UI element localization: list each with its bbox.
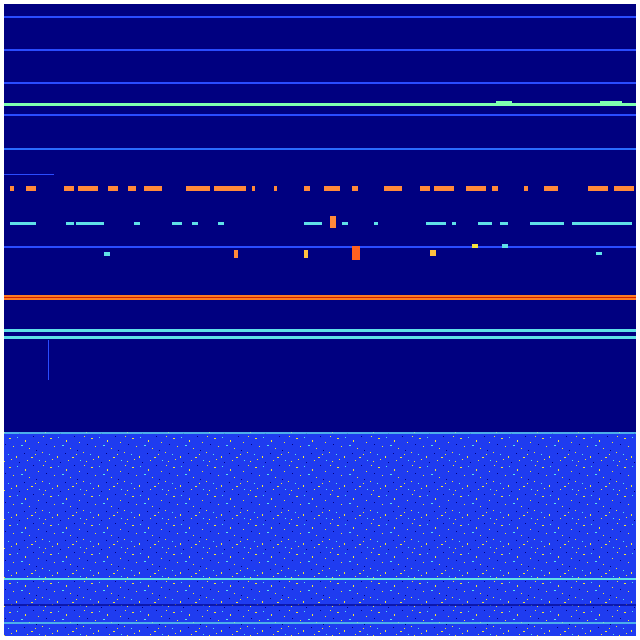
spot: [596, 252, 602, 255]
spot: [430, 250, 436, 256]
band: [4, 82, 636, 84]
dash: [384, 186, 402, 191]
band: [4, 297, 636, 298]
dash: [214, 186, 246, 191]
dash: [500, 222, 508, 225]
mid-bands: [4, 244, 636, 380]
dash: [128, 186, 136, 191]
band: [4, 174, 54, 175]
dash: [420, 186, 430, 191]
dash: [274, 186, 277, 191]
band: [4, 103, 636, 106]
spot: [352, 246, 360, 260]
dash: [186, 186, 210, 191]
dash: [478, 222, 492, 225]
dash: [588, 186, 608, 191]
noise: [4, 432, 636, 636]
band: [4, 16, 636, 18]
dash: [352, 186, 358, 191]
dash: [78, 186, 98, 191]
dash: [66, 222, 74, 225]
cyan-dashes: [10, 216, 632, 228]
dash: [492, 186, 498, 191]
dash: [172, 222, 182, 225]
dash: [342, 222, 348, 225]
band: [4, 432, 636, 434]
band: [48, 340, 49, 380]
dash: [524, 186, 528, 191]
dash: [64, 186, 74, 191]
block: [600, 101, 622, 105]
dash: [192, 222, 198, 225]
dash: [426, 222, 446, 225]
dash: [144, 186, 162, 191]
dash: [466, 186, 486, 191]
block: [496, 101, 512, 105]
dash: [218, 222, 224, 225]
band: [4, 578, 636, 580]
dash: [304, 222, 322, 225]
spot: [330, 216, 336, 228]
noise-region: [4, 432, 636, 636]
dash: [304, 186, 310, 191]
band: [4, 148, 636, 150]
dash: [10, 222, 36, 225]
dash: [26, 186, 36, 191]
band: [4, 246, 636, 248]
spot: [104, 252, 110, 256]
band: [4, 622, 636, 624]
dash: [614, 186, 634, 191]
dash: [134, 222, 140, 225]
dash: [530, 222, 564, 225]
spot: [234, 250, 238, 258]
band: [4, 49, 636, 51]
top-bands: [4, 16, 636, 175]
dash: [434, 186, 454, 191]
dash: [544, 186, 558, 191]
spot: [502, 244, 508, 248]
dash: [452, 222, 456, 225]
dash: [76, 222, 104, 225]
band: [4, 336, 636, 339]
dash: [252, 186, 255, 191]
band: [4, 114, 636, 116]
spot: [472, 244, 478, 248]
dash: [10, 186, 14, 191]
dash: [108, 186, 118, 191]
band: [4, 604, 636, 606]
band: [4, 329, 636, 332]
orange-dashes: [10, 186, 634, 191]
spot: [304, 250, 308, 258]
dash: [374, 222, 378, 225]
dash: [324, 186, 340, 191]
dash: [572, 222, 632, 225]
